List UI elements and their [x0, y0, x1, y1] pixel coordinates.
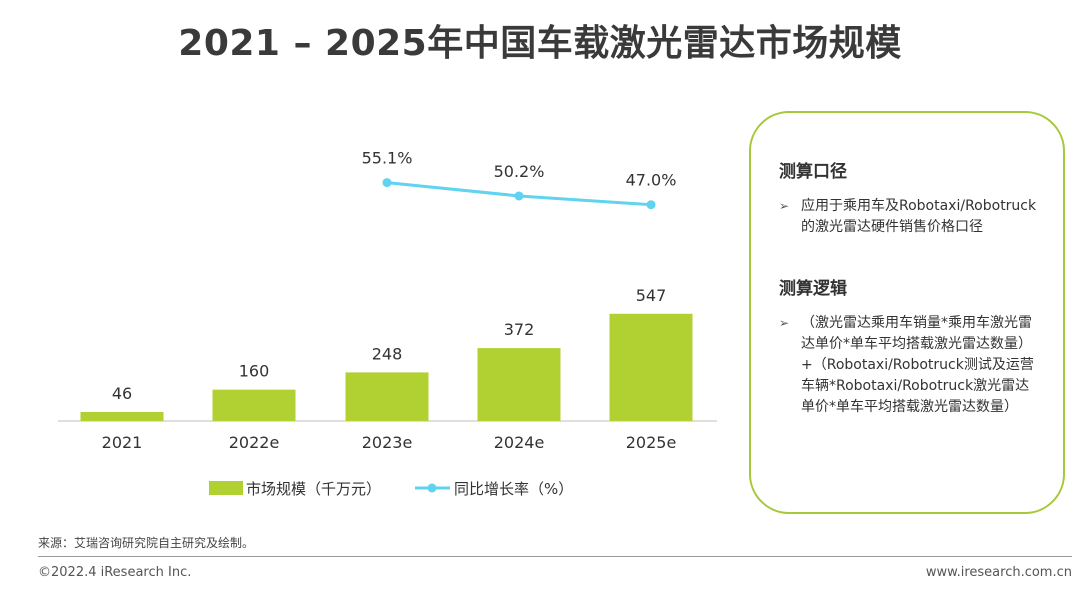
bar-value-label: 372	[504, 320, 535, 339]
bullet-arrow-icon: ➢	[779, 316, 790, 330]
growth-value-label: 50.2%	[494, 162, 545, 181]
methodology-box: 测算口径 ➢ 应用于乘用车及Robotaxi/Robotruck的激光雷达硬件销…	[749, 111, 1065, 514]
bar-2025e	[609, 313, 693, 421]
page-title: 2021 – 2025年中国车载激光雷达市场规模	[178, 23, 902, 64]
x-tick-label: 2022e	[229, 433, 280, 452]
scope-text: 应用于乘用车及Robotaxi/Robotruck的激光雷达硬件销售价格口径	[801, 198, 1037, 235]
growth-point	[514, 191, 524, 201]
legend-line-marker	[427, 483, 437, 493]
bars-layer	[80, 313, 693, 421]
bar-2023e	[345, 372, 429, 421]
legend-bar-label: 市场规模（千万元）	[246, 480, 381, 498]
growth-value-label: 47.0%	[626, 171, 677, 190]
bar-value-label: 248	[372, 344, 403, 363]
method-heading: 测算逻辑	[779, 279, 847, 299]
bar-2024e	[477, 348, 561, 421]
method-section: 测算逻辑 ➢ （激光雷达乘用车销量*乘用车激光雷达单价*单车平均搭载激光雷达数量…	[779, 274, 1043, 418]
scope-heading: 测算口径	[779, 162, 847, 182]
x-tick-label: 2021	[102, 433, 143, 452]
copyright: ©2022.4 iResearch Inc.	[38, 565, 192, 580]
legend-line-label: 同比增长率（%）	[454, 480, 573, 498]
labels-layer: 46 2021 160 2022e 248 2023e 372 2024e 547 2025e 55…	[102, 149, 677, 452]
x-tick-label: 2025e	[626, 433, 677, 452]
bar-2021	[80, 411, 164, 421]
website-link[interactable]: www.iresearch.com.cn	[925, 565, 1072, 580]
growth-line-layer	[382, 178, 656, 210]
x-tick-label: 2023e	[362, 433, 413, 452]
x-tick-label: 2024e	[494, 433, 545, 452]
bar-value-label: 547	[636, 286, 667, 305]
footer-divider	[38, 556, 1072, 557]
scope-item: ➢ 应用于乘用车及Robotaxi/Robotruck的激光雷达硬件销售价格口径	[779, 196, 1043, 238]
legend: 市场规模（千万元） 同比增长率（%）	[209, 480, 573, 498]
scope-section: 测算口径 ➢ 应用于乘用车及Robotaxi/Robotruck的激光雷达硬件销…	[779, 157, 1043, 238]
method-item: ➢ （激光雷达乘用车销量*乘用车激光雷达单价*单车平均搭载激光雷达数量）+（Ro…	[779, 313, 1043, 418]
growth-point	[646, 200, 656, 210]
source-note: 来源：艾瑞咨询研究院自主研究及绘制。	[38, 536, 255, 550]
bullet-arrow-icon: ➢	[779, 199, 790, 213]
bar-value-label: 46	[112, 384, 132, 403]
growth-value-label: 55.1%	[362, 149, 413, 168]
bar-value-label: 160	[239, 362, 270, 381]
bar-2022e	[212, 389, 296, 421]
legend-bar-swatch	[209, 481, 243, 495]
method-text: （激光雷达乘用车销量*乘用车激光雷达单价*单车平均搭载激光雷达数量）+（Robo…	[801, 315, 1034, 415]
chart: 46 2021 160 2022e 248 2023e 372 2024e 547 2025e 55…	[58, 149, 717, 498]
growth-point	[382, 178, 392, 188]
